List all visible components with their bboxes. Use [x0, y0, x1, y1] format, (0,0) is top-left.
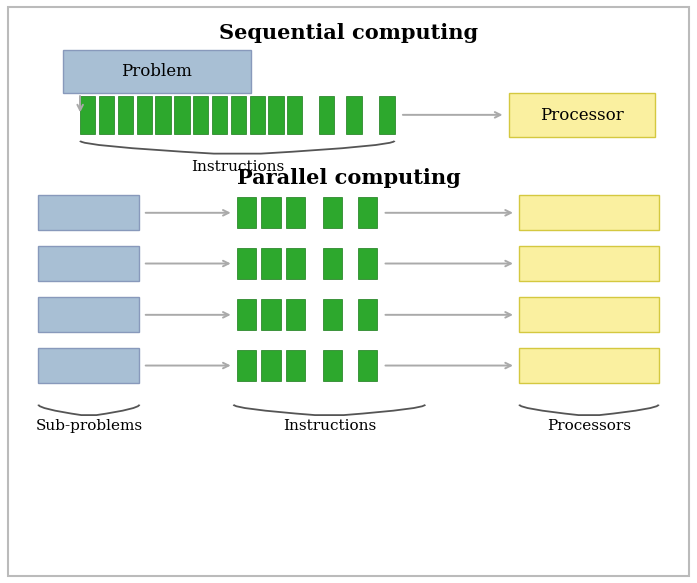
Bar: [231, 96, 246, 134]
Bar: [358, 198, 377, 228]
Text: Sub-problems: Sub-problems: [36, 419, 142, 433]
FancyBboxPatch shape: [509, 93, 655, 137]
FancyBboxPatch shape: [519, 348, 659, 383]
Bar: [268, 96, 284, 134]
Bar: [323, 350, 342, 381]
FancyBboxPatch shape: [519, 246, 659, 281]
Bar: [212, 96, 227, 134]
FancyBboxPatch shape: [63, 50, 251, 93]
Bar: [323, 198, 342, 228]
Text: Parallel computing: Parallel computing: [236, 168, 461, 188]
Bar: [261, 248, 281, 279]
Bar: [323, 300, 342, 330]
Bar: [346, 96, 362, 134]
Bar: [237, 350, 256, 381]
Text: Processor: Processor: [540, 107, 624, 124]
Bar: [286, 350, 305, 381]
FancyBboxPatch shape: [38, 246, 139, 281]
Bar: [358, 350, 377, 381]
Bar: [379, 96, 395, 134]
FancyBboxPatch shape: [38, 297, 139, 332]
Bar: [261, 198, 281, 228]
Bar: [319, 96, 334, 134]
Bar: [80, 96, 95, 134]
Bar: [174, 96, 190, 134]
Bar: [286, 248, 305, 279]
Bar: [261, 350, 281, 381]
FancyBboxPatch shape: [38, 195, 139, 230]
Bar: [237, 300, 256, 330]
Bar: [323, 248, 342, 279]
Text: Instructions: Instructions: [191, 160, 284, 174]
Bar: [358, 300, 377, 330]
Bar: [287, 96, 302, 134]
Bar: [118, 96, 133, 134]
Text: Processors: Processors: [547, 419, 631, 433]
Bar: [155, 96, 171, 134]
Bar: [237, 248, 256, 279]
Bar: [286, 198, 305, 228]
Bar: [137, 96, 152, 134]
Bar: [358, 248, 377, 279]
Bar: [237, 198, 256, 228]
Text: Sequential computing: Sequential computing: [219, 23, 478, 43]
Bar: [261, 300, 281, 330]
FancyBboxPatch shape: [519, 297, 659, 332]
Bar: [286, 300, 305, 330]
Bar: [99, 96, 114, 134]
Text: Problem: Problem: [121, 63, 192, 80]
Text: Instructions: Instructions: [283, 419, 376, 433]
FancyBboxPatch shape: [38, 348, 139, 383]
Bar: [250, 96, 265, 134]
Bar: [193, 96, 208, 134]
FancyBboxPatch shape: [519, 195, 659, 230]
